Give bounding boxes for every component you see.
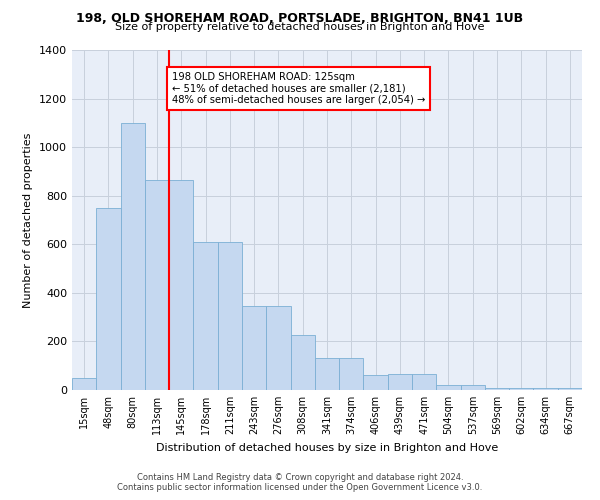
Bar — [72, 378, 96, 390]
Bar — [193, 242, 218, 390]
Bar — [339, 358, 364, 390]
Bar — [96, 208, 121, 390]
Text: Size of property relative to detached houses in Brighton and Hove: Size of property relative to detached ho… — [115, 22, 485, 32]
Text: 198 OLD SHOREHAM ROAD: 125sqm
← 51% of detached houses are smaller (2,181)
48% o: 198 OLD SHOREHAM ROAD: 125sqm ← 51% of d… — [172, 72, 425, 105]
Text: Contains HM Land Registry data © Crown copyright and database right 2024.
Contai: Contains HM Land Registry data © Crown c… — [118, 473, 482, 492]
Bar — [364, 376, 388, 390]
Bar — [218, 242, 242, 390]
X-axis label: Distribution of detached houses by size in Brighton and Hove: Distribution of detached houses by size … — [156, 442, 498, 452]
Bar — [461, 385, 485, 390]
Bar — [242, 306, 266, 390]
Bar — [509, 388, 533, 390]
Bar — [485, 388, 509, 390]
Bar — [558, 388, 582, 390]
Bar — [290, 336, 315, 390]
Text: 198, OLD SHOREHAM ROAD, PORTSLADE, BRIGHTON, BN41 1UB: 198, OLD SHOREHAM ROAD, PORTSLADE, BRIGH… — [76, 12, 524, 26]
Y-axis label: Number of detached properties: Number of detached properties — [23, 132, 34, 308]
Bar — [388, 374, 412, 390]
Bar — [315, 358, 339, 390]
Bar — [533, 388, 558, 390]
Bar — [169, 180, 193, 390]
Bar — [121, 123, 145, 390]
Bar — [436, 385, 461, 390]
Bar — [412, 374, 436, 390]
Bar — [145, 180, 169, 390]
Bar — [266, 306, 290, 390]
